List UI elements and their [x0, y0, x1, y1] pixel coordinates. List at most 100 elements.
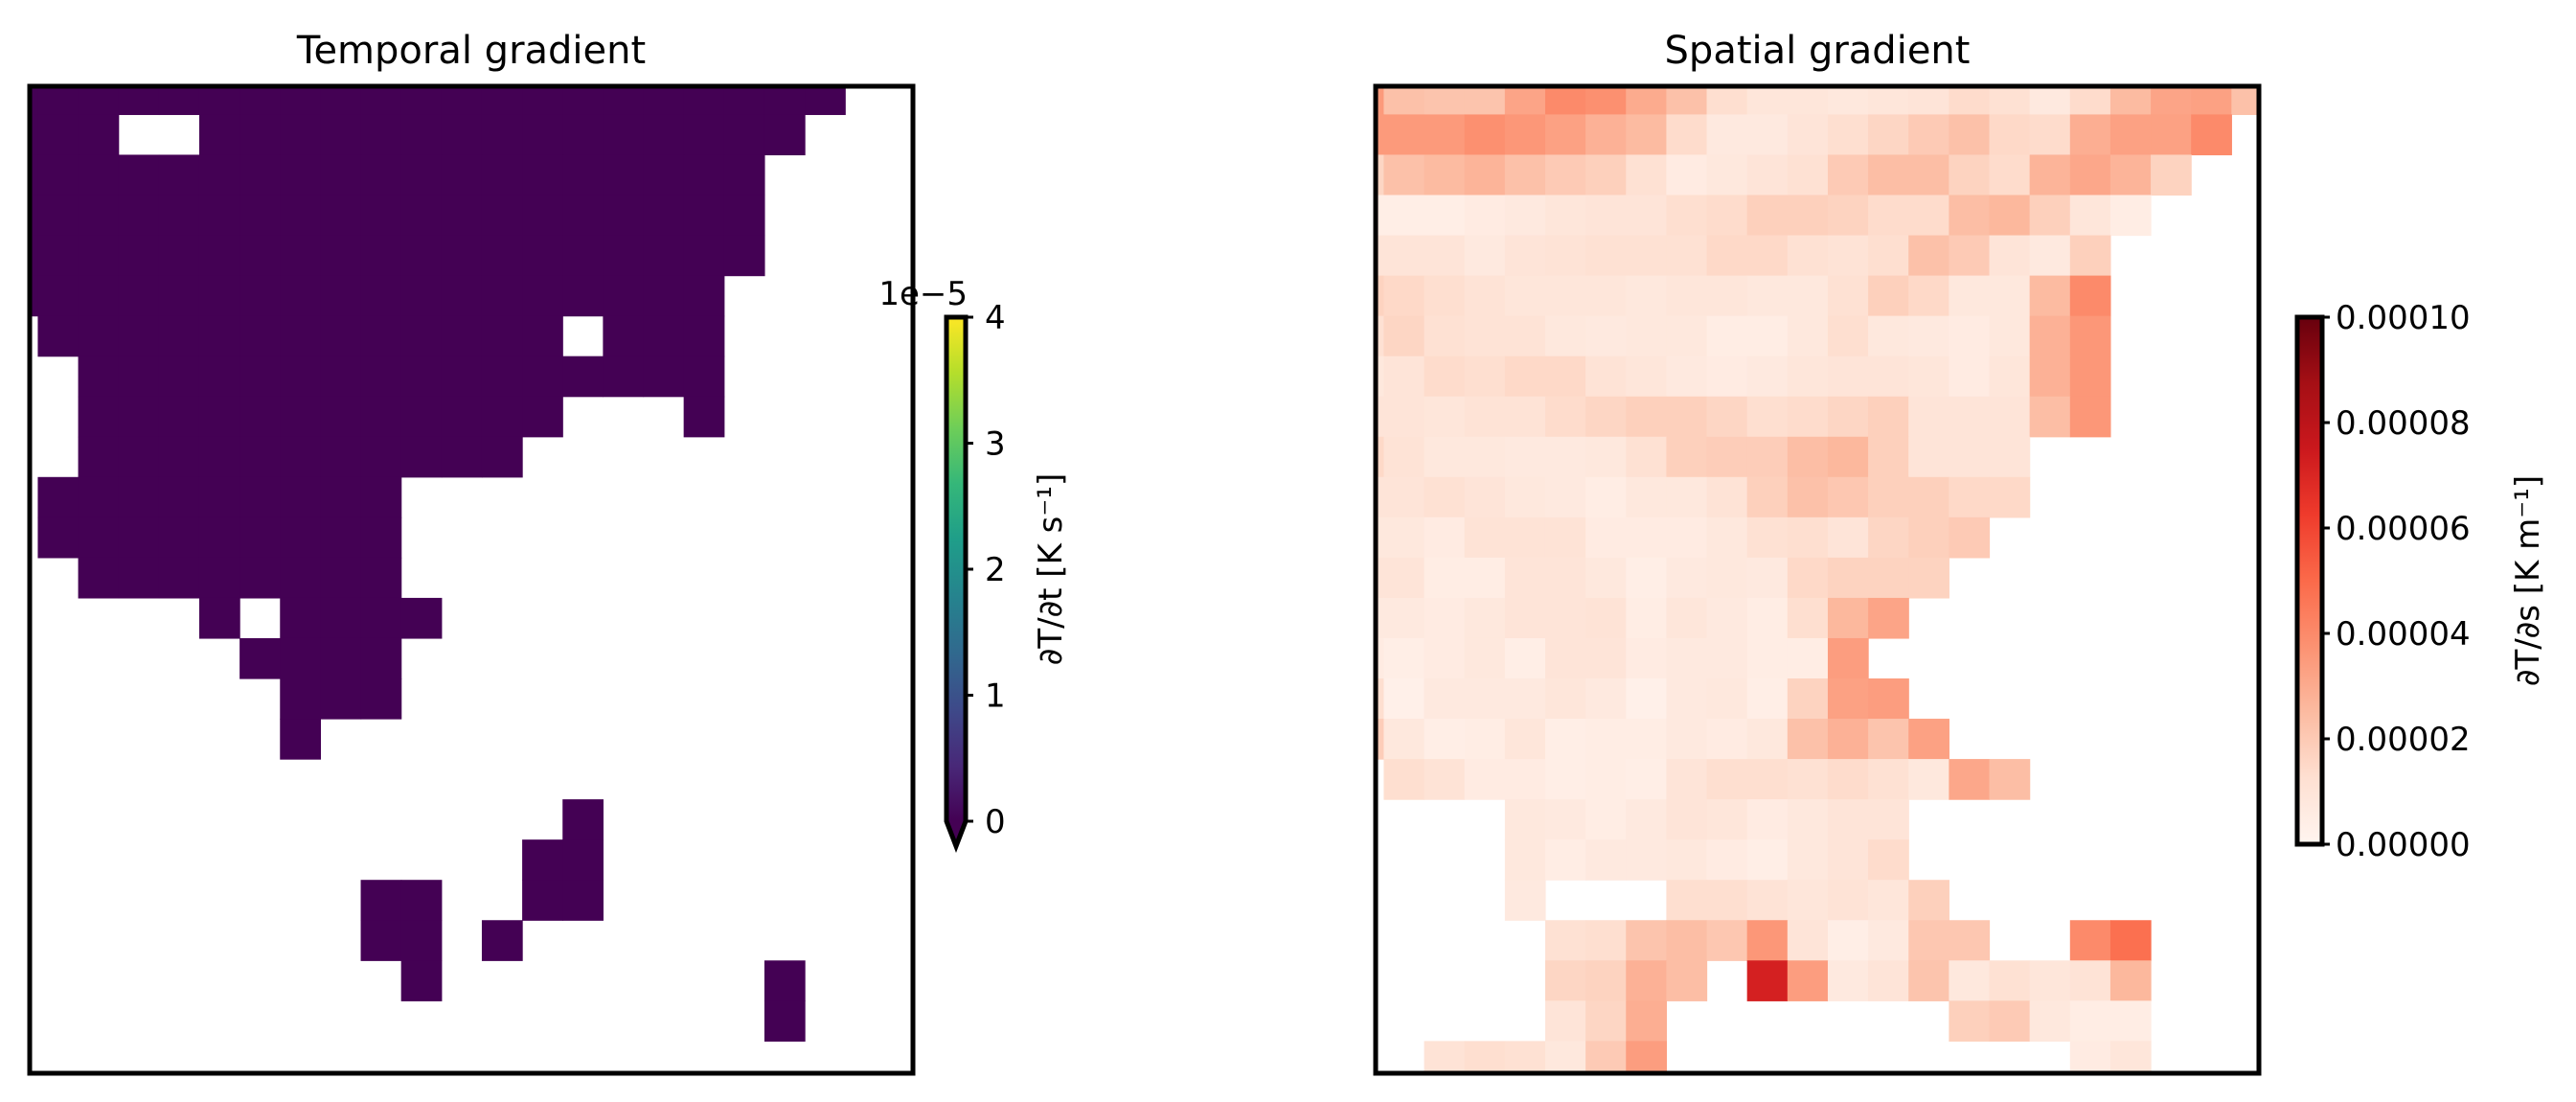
spatial-cell [1585, 759, 1627, 800]
temporal-cell [198, 597, 240, 639]
spatial-cell [1868, 719, 1909, 760]
spatial-cell [1706, 154, 1748, 196]
spatial-cell [1868, 557, 1909, 599]
spatial-cell [1666, 920, 1708, 961]
spatial-cell [2151, 114, 2192, 156]
spatial-cell [1666, 195, 1708, 237]
spatial-cell [1746, 154, 1789, 196]
spatial-cell [1585, 920, 1627, 961]
spatial-cell [1989, 114, 2031, 156]
spatial-cell [1544, 960, 1586, 1001]
spatial-cell [2069, 154, 2111, 196]
temporal-cell [643, 154, 685, 196]
spatial-cell [1464, 517, 1506, 559]
spatial-cell [1868, 597, 1909, 639]
spatial-cell [1626, 476, 1668, 518]
temporal-cell [723, 86, 765, 116]
temporal-cell [118, 315, 160, 357]
spatial-cell [1504, 799, 1546, 840]
temporal-cell [198, 356, 240, 398]
temporal-cell [280, 517, 322, 559]
spatial-cell [1989, 476, 2031, 518]
temporal-colorbar: 1e−5 0 1 2 3 4 ∂T/∂t [K s⁻¹] [878, 275, 1070, 853]
temporal-cell [643, 114, 685, 156]
spatial-cell [1504, 315, 1546, 357]
spatial-cell [1376, 597, 1385, 639]
spatial-cell [1383, 114, 1425, 156]
temporal-cell [30, 114, 39, 156]
spatial-cell [1464, 315, 1506, 357]
temporal-cell [400, 86, 443, 116]
spatial-cell [1504, 678, 1546, 720]
spatial-cell [1827, 315, 1869, 357]
spatial-cell [1504, 154, 1546, 196]
temporal-cell [239, 356, 281, 398]
spatial-cell [1424, 1041, 1466, 1073]
spatial-cell [1949, 356, 1991, 398]
temporal-cell [643, 195, 685, 237]
spatial-cell [2109, 920, 2152, 961]
spatial-cell [1787, 839, 1829, 881]
spatial-cell [1504, 597, 1546, 639]
spatial-cell [1908, 517, 1949, 559]
spatial-cell [1666, 315, 1708, 357]
spatial-cell [1908, 557, 1949, 599]
temporal-cell [118, 195, 160, 237]
temporal-cell [643, 275, 685, 317]
spatial-cell [1585, 960, 1627, 1001]
temporal-cell [764, 1000, 806, 1042]
spatial-cell [1626, 356, 1668, 398]
temporal-cell [158, 396, 200, 438]
spatial-cell [1787, 195, 1829, 237]
spatial-cell [1666, 557, 1708, 599]
spatial-cell [1787, 678, 1829, 720]
spatial-cell [1464, 195, 1506, 237]
temporal-cell [320, 517, 362, 559]
temporal-cell [320, 396, 362, 438]
temporal-cell [522, 356, 563, 398]
spatial-cell [1868, 960, 1909, 1001]
spatial-cell [1706, 114, 1748, 156]
temporal-cell [562, 154, 604, 196]
temporal-cell [158, 275, 200, 317]
spatial-cell [1544, 799, 1586, 840]
spatial-cell [1868, 517, 1909, 559]
spatial-cell [1376, 154, 1385, 196]
spatial-cell [1585, 1041, 1627, 1073]
spatial-cell [1464, 154, 1506, 196]
spatial-cell [1746, 436, 1789, 478]
spatial-cell [1464, 436, 1506, 478]
spatial-cell [1989, 356, 2031, 398]
temporal-cell [522, 880, 563, 921]
temporal-cell [280, 396, 322, 438]
temporal-cell [360, 557, 402, 599]
temporal-cell [522, 396, 563, 438]
temporal-cell [320, 86, 362, 116]
temporal-cell [78, 557, 120, 599]
spatial-cell [1706, 235, 1748, 277]
spatial-colorbar-gradient [2294, 314, 2325, 847]
spatial-cell [1666, 719, 1708, 760]
temporal-cell [522, 195, 563, 237]
spatial-cell [1827, 880, 1869, 921]
spatial-cell [1544, 597, 1586, 639]
spatial-cell [1383, 195, 1425, 237]
spatial-cell [2029, 235, 2071, 277]
spatial-cell [1585, 396, 1627, 438]
temporal-cell [683, 235, 725, 277]
temporal-cell [158, 557, 200, 599]
spatial-cell [1706, 195, 1748, 237]
temporal-cell [239, 637, 281, 679]
spatial-cell [1464, 678, 1506, 720]
spatial-cell [1626, 1000, 1668, 1042]
spatial-cell [1504, 476, 1546, 518]
temporal-colorbar-label: ∂T/∂t [K s⁻¹] [1032, 473, 1070, 665]
spatial-cell [1383, 275, 1425, 317]
temporal-cell [643, 235, 685, 277]
temporal-cell [441, 436, 483, 478]
spatial-cell [2029, 356, 2071, 398]
spatial-cell [1666, 476, 1708, 518]
temporal-cell [198, 195, 240, 237]
spatial-cell [1464, 1041, 1506, 1073]
temporal-cell [683, 396, 725, 438]
